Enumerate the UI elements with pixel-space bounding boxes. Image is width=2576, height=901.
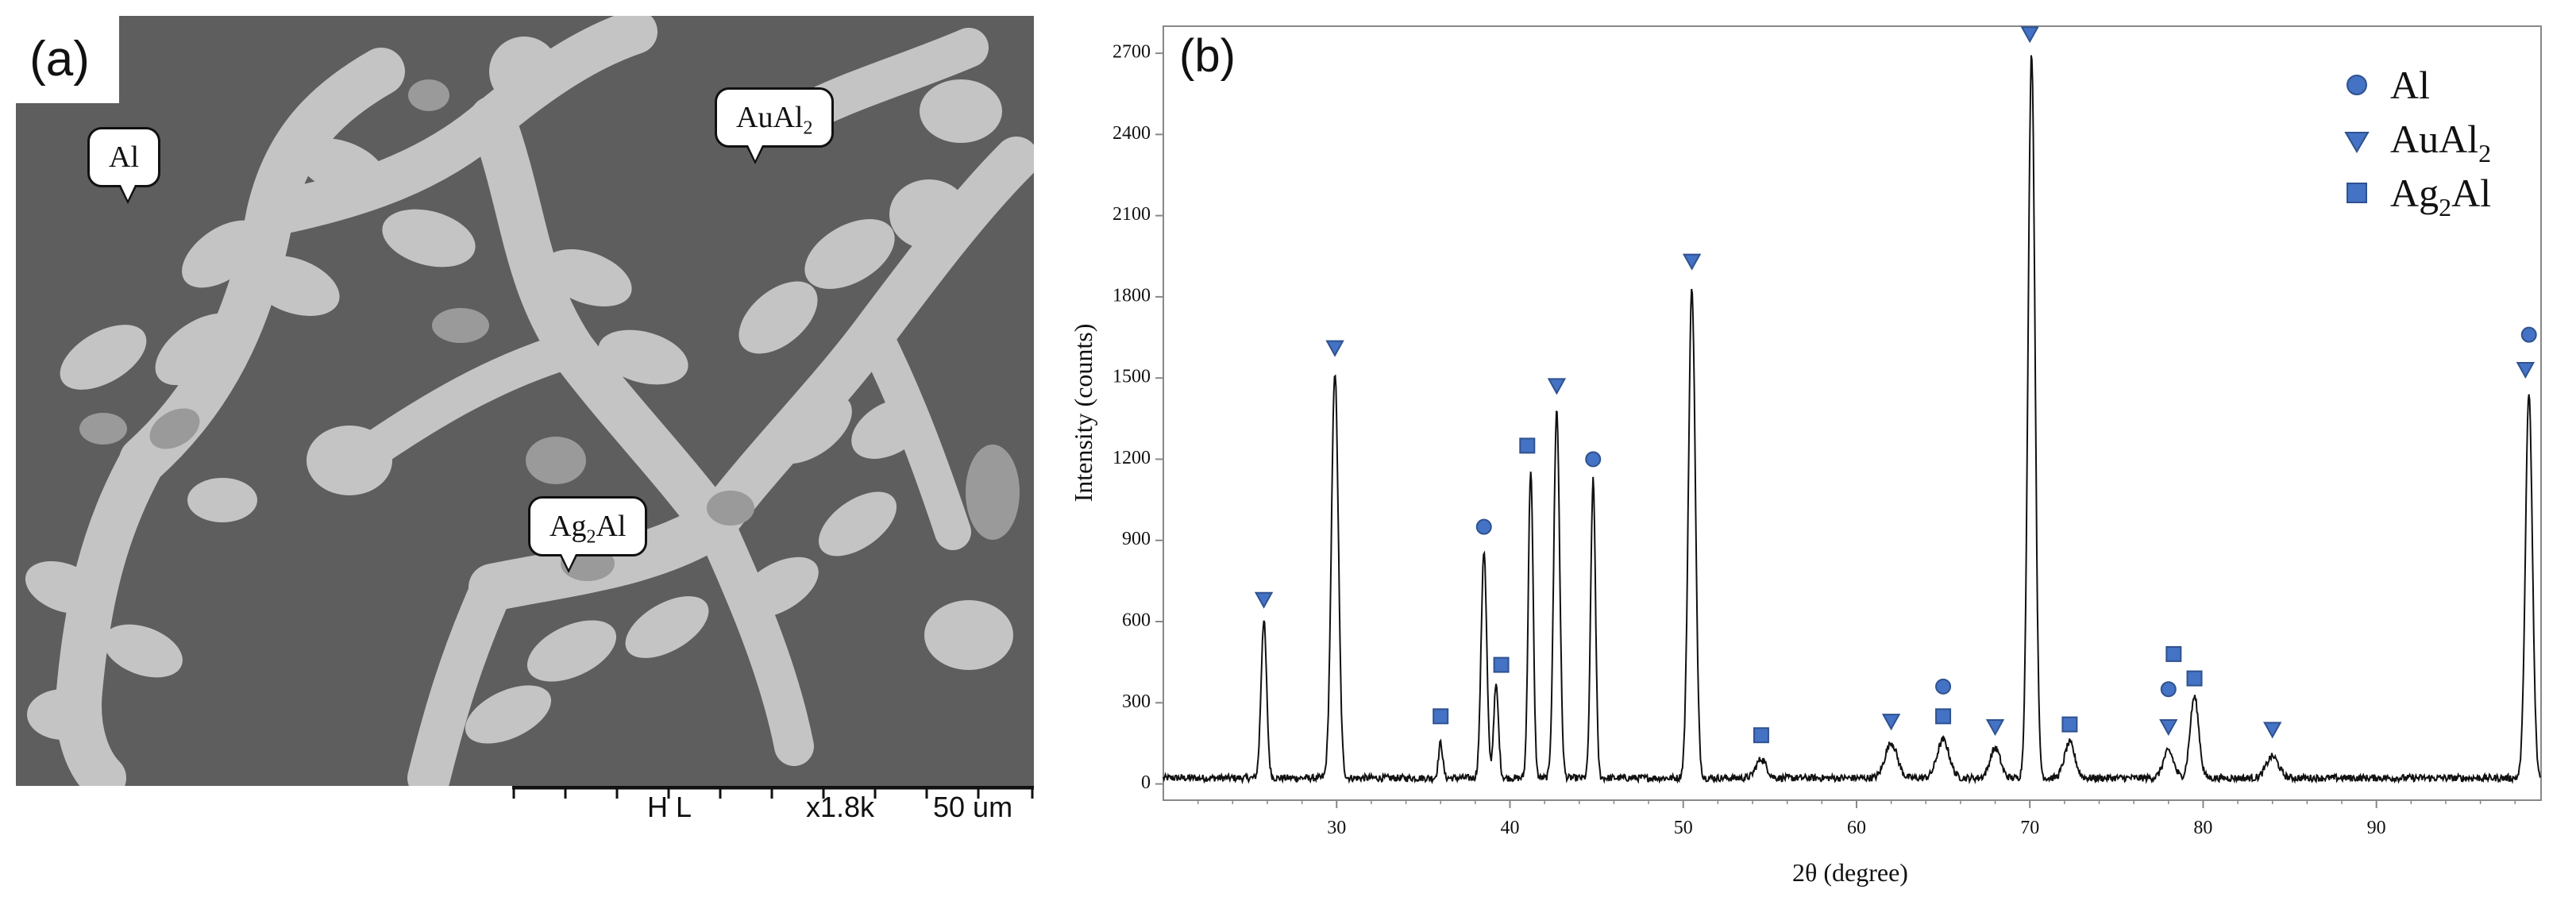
marker-al [1935, 678, 1952, 695]
y-tick-label: 0 [1141, 772, 1151, 793]
callout-aual2-sub: 2 [803, 117, 813, 139]
legend-aual2-label-text: AuAl [2390, 117, 2478, 161]
legend-aual2-sub: 2 [2478, 139, 2491, 167]
marker-aual2 [2516, 361, 2536, 379]
legend-al-marker [2347, 75, 2367, 95]
marker-aual2 [1325, 340, 1344, 357]
y-tick-label: 300 [1122, 691, 1151, 712]
x-tick-label: 40 [1500, 818, 1519, 838]
y-tick-label: 1800 [1113, 285, 1151, 306]
marker-ag2al [2186, 670, 2203, 687]
dendrite-network [56, 16, 1034, 786]
callout-ag2al-text-a: Ag [550, 510, 587, 543]
marker-aual2 [1547, 378, 1567, 395]
y-tick-label: 2700 [1113, 42, 1151, 63]
callout-aual2: AuAl2 [715, 87, 835, 164]
x-axis: 30 40 50 60 70 80 90 [1197, 800, 2516, 838]
marker-aual2 [2020, 26, 2039, 44]
scale-bar-labels: H L x1.8k 50 um [512, 791, 1034, 832]
y-tick-label: 900 [1122, 529, 1151, 549]
scale-bar-length: 50 um [933, 791, 1013, 823]
callout-aual2-text: AuAl [736, 101, 804, 134]
y-tick-label: 1200 [1113, 448, 1151, 468]
marker-aual2 [1682, 253, 1702, 271]
marker-aual2 [1985, 718, 2005, 737]
legend-al-label-text: Al [2390, 63, 2430, 107]
y-axis: 0 300 600 900 1200 1500 1800 2100 2400 2700 [1113, 42, 1163, 793]
callout-ag2al-sub: 2 [586, 526, 596, 548]
y-tick-label: 1500 [1113, 367, 1151, 387]
panel-b-label: (b) [1179, 30, 1236, 82]
marker-al [1475, 518, 1492, 535]
scale-bar-magnification: x1.8k [806, 791, 875, 823]
marker-aual2 [1254, 591, 1274, 609]
legend: Al AuAl2 Ag2Al [2344, 63, 2491, 221]
legend-al-label: Al [2390, 63, 2430, 107]
legend-ag2al-label: Ag2Al [2390, 171, 2491, 221]
marker-al [2520, 326, 2537, 343]
marker-al [2160, 681, 2177, 698]
legend-ag2al-label-text: Ag [2390, 171, 2439, 215]
legend-aual2-label: AuAl2 [2390, 117, 2491, 167]
scale-bar: H L x1.8k 50 um [512, 786, 1034, 834]
marker-aual2 [2263, 722, 2282, 739]
scale-bar-ticks [512, 786, 1034, 799]
marker-ag2al [1519, 437, 1536, 454]
marker-ag2al [1433, 708, 1449, 725]
legend-ag2al-marker [2347, 183, 2367, 203]
sem-image [16, 16, 1034, 786]
legend-ag2al-suffix: Al [2451, 171, 2491, 215]
callout-al-text: Al [109, 141, 139, 174]
marker-aual2 [2159, 718, 2178, 737]
legend-ag2al-sub: 2 [2439, 193, 2451, 221]
sem-panel: (a) Al AuAl2 Ag2Al H L [0, 0, 1034, 901]
dendrite-arms [25, 37, 1013, 744]
x-tick-label: 70 [2020, 818, 2039, 838]
callout-ag2al: Ag2Al [528, 496, 648, 573]
y-tick-label: 600 [1122, 610, 1151, 631]
x-tick-label: 30 [1327, 818, 1346, 838]
x-axis-label: 2θ (degree) [1792, 858, 1908, 887]
phase-markers [1254, 26, 2537, 744]
x-tick-label: 90 [2367, 818, 2386, 838]
xrd-pattern-line [1163, 55, 2542, 785]
x-tick-label: 60 [1847, 818, 1866, 838]
plot-frame [1163, 25, 2542, 801]
marker-ag2al [1493, 656, 1510, 673]
marker-al [1585, 451, 1602, 468]
scale-bar-mode: H L [647, 791, 692, 823]
panel-a-label: (a) [0, 16, 119, 103]
marker-ag2al [2165, 645, 2182, 662]
marker-ag2al [2061, 716, 2078, 733]
marker-ag2al [1935, 708, 1952, 725]
x-tick-label: 50 [1674, 818, 1693, 838]
callout-ag2al-text-b: Al [596, 510, 627, 543]
sem-micrograph [16, 16, 1034, 786]
legend-aual2-marker [2344, 132, 2370, 153]
callout-al: Al [87, 127, 160, 204]
y-tick-label: 2400 [1113, 123, 1151, 144]
y-axis-label: Intensity (counts) [1069, 324, 1097, 502]
x-tick-label: 80 [2193, 818, 2212, 838]
marker-aual2 [1881, 714, 1901, 731]
marker-ag2al [1753, 727, 1769, 744]
y-tick-label: 2100 [1113, 204, 1151, 225]
